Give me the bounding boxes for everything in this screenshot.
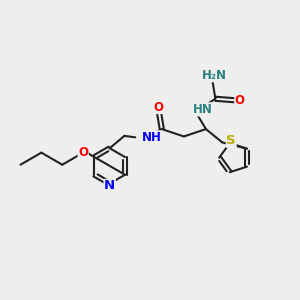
Text: O: O <box>78 146 88 159</box>
Text: NH: NH <box>142 131 162 144</box>
Text: S: S <box>226 134 236 147</box>
Text: HN: HN <box>193 103 212 116</box>
Text: O: O <box>235 94 245 107</box>
Text: H₂N: H₂N <box>201 69 226 82</box>
Text: N: N <box>104 179 115 192</box>
Text: O: O <box>154 100 164 113</box>
